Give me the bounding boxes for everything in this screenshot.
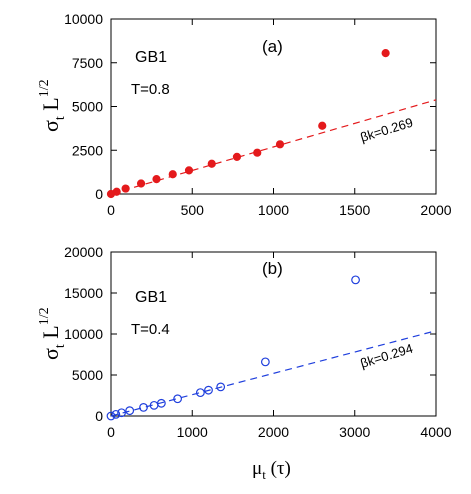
x-tick-label: 500 — [181, 202, 205, 218]
y-tick-label: 0 — [95, 186, 103, 202]
x-tick-label: 4000 — [420, 424, 451, 440]
y-axis-title-a: σt L1/2 — [37, 79, 68, 132]
system-label-a: GB1 — [135, 49, 167, 66]
data-point — [125, 406, 135, 416]
data-point — [351, 275, 360, 285]
data-points-b — [106, 275, 360, 421]
y-ticks-a: 0 2500 5000 7500 10000 — [64, 11, 436, 202]
y-tick-label: 10000 — [64, 11, 103, 27]
x-tick-label: 0 — [107, 202, 115, 218]
y-tick-label: 5000 — [72, 367, 103, 383]
data-point — [136, 179, 146, 188]
data-point — [106, 411, 116, 421]
y-tick-label: 7500 — [72, 55, 103, 71]
data-point — [152, 175, 161, 184]
x-ticks-a: 0 500 1000 1500 2000 — [107, 19, 452, 218]
data-point — [232, 152, 242, 161]
data-point — [111, 409, 121, 419]
temp-label-b: T=0.4 — [131, 321, 170, 338]
y-tick-label: 2500 — [72, 142, 103, 158]
y-ticks-b: 0 5000 10000 15000 20000 — [64, 244, 436, 424]
x-tick-label: 1500 — [339, 202, 370, 218]
panel-label-b: (b) — [262, 259, 283, 278]
data-point — [173, 394, 183, 404]
data-point — [121, 184, 130, 193]
data-point — [275, 140, 285, 149]
y-tick-label: 0 — [95, 408, 103, 424]
x-tick-label: 0 — [107, 424, 115, 440]
data-point — [112, 187, 121, 196]
data-point — [117, 408, 126, 418]
data-point — [318, 121, 327, 130]
system-label-b: GB1 — [135, 289, 167, 306]
data-points-a — [106, 49, 390, 199]
panel-label-a: (a) — [262, 37, 283, 56]
y-tick-label: 5000 — [72, 99, 103, 115]
panel-b: 0 5000 10000 15000 20000 0 1000 2000 3000 4000 (… — [37, 244, 452, 482]
data-point — [260, 357, 270, 367]
y-tick-label: 15000 — [64, 285, 103, 301]
data-point — [253, 148, 262, 157]
x-ticks-b: 0 1000 2000 3000 4000 — [107, 252, 452, 440]
x-tick-label: 2000 — [420, 202, 451, 218]
x-axis-title-b: μt (τ) — [252, 458, 291, 482]
x-tick-label: 3000 — [339, 424, 370, 440]
data-point — [204, 385, 213, 395]
temp-label-a: T=0.8 — [131, 81, 170, 98]
data-point — [207, 159, 216, 168]
fit-label-a: βk=0.269 — [358, 115, 414, 145]
data-point — [381, 49, 390, 58]
data-point — [139, 402, 148, 412]
fit-line-b — [110, 330, 437, 417]
data-point — [216, 382, 226, 392]
x-tick-label: 1000 — [258, 202, 289, 218]
data-point — [184, 166, 194, 175]
data-point — [156, 398, 166, 408]
y-tick-label: 20000 — [64, 244, 103, 260]
data-point — [168, 170, 177, 179]
x-tick-label: 2000 — [258, 424, 289, 440]
fit-label-b: βk=0.294 — [358, 341, 414, 371]
data-point — [195, 388, 205, 398]
x-tick-label: 1000 — [177, 424, 208, 440]
y-tick-label: 10000 — [64, 326, 103, 342]
fit-line-a — [110, 99, 437, 195]
